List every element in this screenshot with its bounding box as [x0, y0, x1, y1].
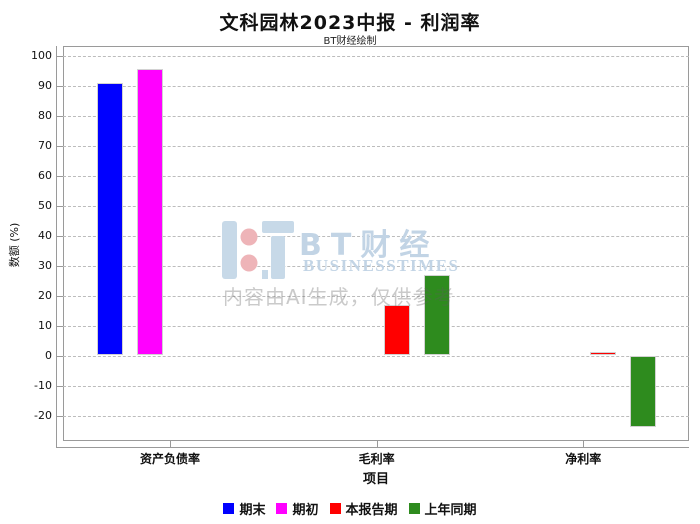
- x-tick-资产负债率: [170, 441, 172, 447]
- legend-swatch-icon: [276, 503, 288, 514]
- y-tick-100: [56, 55, 63, 57]
- watermark-disclaimer: 内容由AI生成，仅供参考: [223, 285, 455, 309]
- y-tick-90: [56, 85, 63, 87]
- bar-上年同期-毛利率: [423, 274, 450, 356]
- x-axis-title: 项目: [362, 472, 389, 487]
- bar-期末-资产负债率: [97, 83, 124, 356]
- legend-swatch-icon: [329, 503, 341, 514]
- y-tick-label-10: 10: [38, 318, 52, 332]
- gridline-y-10: [63, 325, 689, 327]
- x-axis-line: [56, 447, 689, 448]
- gridline-y-70: [63, 145, 689, 147]
- x-tick-label-资产负债率: 资产负债率: [140, 452, 201, 466]
- y-tick-40: [56, 235, 63, 237]
- gridline-y-50: [63, 205, 689, 207]
- gridline-y-90: [63, 85, 689, 87]
- y-tick-label-90: 90: [38, 78, 52, 92]
- x-tick-毛利率: [376, 441, 378, 447]
- legend-label: 期末: [239, 503, 266, 518]
- x-tick-净利率: [583, 441, 585, 447]
- watermark-brand-cn: BT财经: [299, 228, 439, 263]
- y-axis-title: 数额 (%): [8, 222, 21, 268]
- y-tick-label-60: 60: [38, 168, 52, 182]
- y-tick-0: [56, 355, 63, 357]
- y-tick-label-70: 70: [38, 138, 52, 152]
- gridline-y-60: [63, 175, 689, 177]
- gridline-y--10: [63, 385, 689, 387]
- watermark-brand-en: BUSINESSTIMES: [303, 256, 460, 275]
- x-tick-label-净利率: 净利率: [565, 452, 602, 466]
- y-tick-10: [56, 325, 63, 327]
- gridline-y-40: [63, 235, 689, 237]
- legend: 期末 期初 本报告期 上年同期: [0, 499, 700, 518]
- y-tick--20: [56, 415, 63, 417]
- y-tick-label-30: 30: [38, 258, 52, 272]
- y-tick-label-80: 80: [38, 108, 52, 122]
- legend-label: 期初: [292, 503, 319, 518]
- bar-期初-资产负债率: [137, 69, 164, 356]
- legend-label: 上年同期: [424, 503, 477, 518]
- legend-item-上年同期: 上年同期: [408, 499, 477, 518]
- y-tick-label-20: 20: [38, 288, 52, 302]
- y-tick-30: [56, 265, 63, 267]
- legend-item-期初: 期初: [276, 499, 319, 518]
- legend-swatch-icon: [223, 503, 235, 514]
- bt-logo-icon: [222, 220, 296, 284]
- gridline-y-20: [63, 295, 689, 297]
- gridline-y-0: [63, 355, 689, 357]
- legend-label: 本报告期: [345, 503, 398, 518]
- legend-item-本报告期: 本报告期: [329, 499, 398, 518]
- gridline-y-30: [63, 265, 689, 267]
- legend-swatch-icon: [408, 503, 420, 514]
- gridline-y-80: [63, 115, 689, 117]
- chart-subtitle: BT财经绘制: [323, 36, 377, 47]
- y-tick-60: [56, 175, 63, 177]
- gridline-y-100: [63, 55, 689, 57]
- y-tick--10: [56, 385, 63, 387]
- y-tick-label--10: -10: [34, 378, 52, 392]
- x-tick-label-毛利率: 毛利率: [358, 452, 395, 466]
- y-tick-label-100: 100: [31, 48, 52, 62]
- y-tick-label-50: 50: [38, 198, 52, 212]
- legend-item-期末: 期末: [223, 499, 265, 518]
- y-tick-70: [56, 145, 63, 147]
- y-tick-label-0: 0: [45, 348, 52, 362]
- y-tick-50: [56, 205, 63, 207]
- y-tick-80: [56, 115, 63, 117]
- y-axis-line: [56, 46, 57, 447]
- y-tick-20: [56, 295, 63, 297]
- bar-上年同期-净利率: [630, 355, 657, 427]
- gridline-y--20: [63, 415, 689, 417]
- bar-本报告期-毛利率: [383, 304, 410, 356]
- y-tick-label-40: 40: [38, 228, 52, 242]
- bar-本报告期-净利率: [590, 352, 617, 356]
- plot-box: [63, 46, 689, 441]
- chart-title: 文科园林2023中报 - 利润率: [219, 12, 481, 34]
- y-tick-label--20: -20: [34, 408, 52, 422]
